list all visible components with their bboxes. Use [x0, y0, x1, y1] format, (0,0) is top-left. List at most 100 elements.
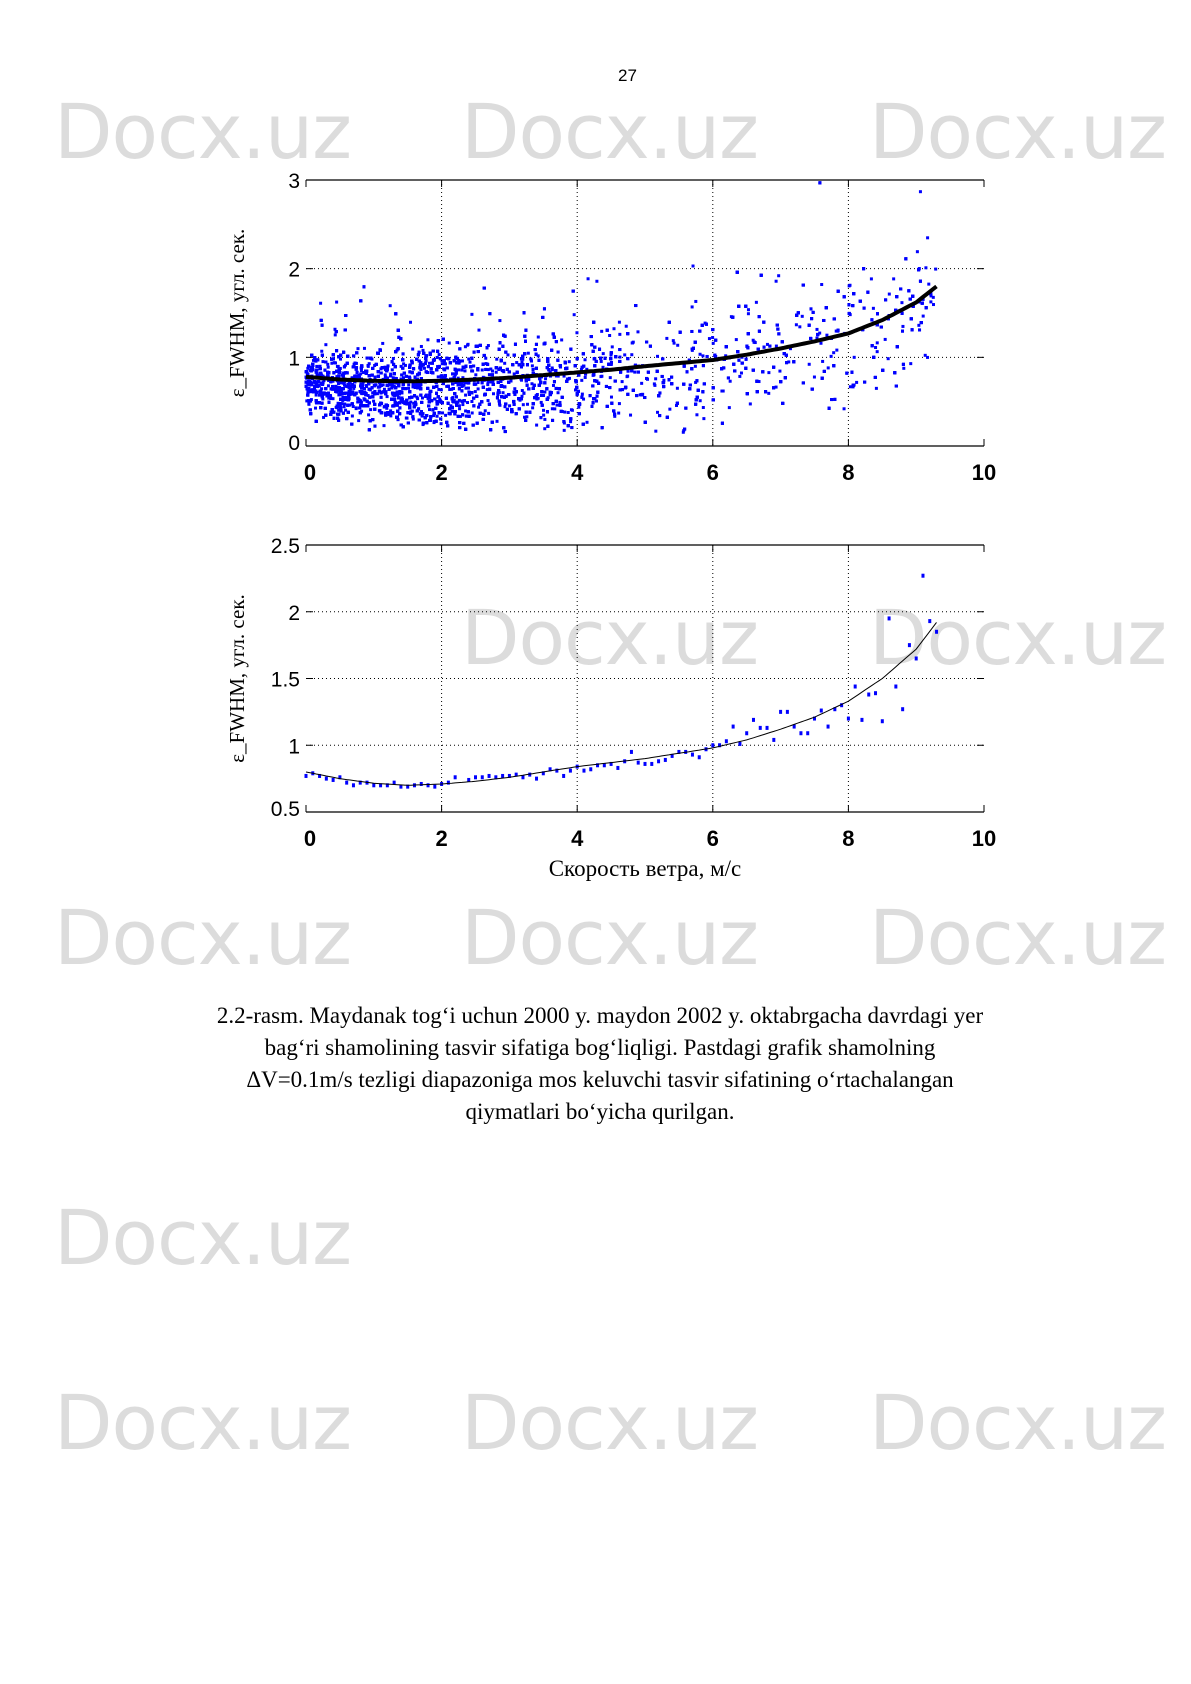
data-point [555, 403, 559, 407]
data-point [485, 388, 489, 392]
data-point [701, 354, 705, 358]
data-point [855, 380, 859, 384]
data-point [440, 362, 444, 366]
data-point [892, 277, 896, 281]
data-point [774, 344, 778, 348]
data-point [909, 362, 913, 366]
data-point [441, 375, 445, 379]
data-point [419, 344, 423, 348]
x-tick-label: 10 [972, 460, 996, 485]
data-point [421, 348, 425, 352]
data-point [458, 407, 462, 411]
data-point [402, 376, 406, 380]
data-point [728, 379, 732, 383]
data-point [675, 386, 679, 390]
data-point [883, 337, 887, 341]
data-point [460, 368, 464, 372]
data-point [487, 411, 491, 415]
data-point [355, 366, 359, 370]
data-point [416, 397, 420, 401]
data-point [530, 382, 534, 386]
data-point [917, 323, 921, 327]
data-point [630, 353, 634, 357]
data-point [411, 385, 415, 389]
data-point [774, 279, 778, 283]
data-point [440, 359, 444, 363]
data-point [556, 391, 560, 395]
watermark: Docx.uz [461, 87, 759, 176]
data-point [466, 401, 470, 405]
data-point [724, 354, 728, 358]
data-point [691, 264, 695, 268]
data-point [352, 386, 356, 390]
data-point [572, 313, 576, 317]
data-point [599, 359, 603, 363]
data-point [583, 358, 587, 362]
y-axis-label: ε_FWHM, угл. сек. [225, 229, 249, 398]
data-point [777, 274, 781, 278]
data-point [600, 374, 604, 378]
data-point [543, 417, 547, 421]
data-point [309, 398, 313, 402]
data-point [436, 375, 440, 379]
data-point [851, 385, 855, 389]
data-point [466, 386, 470, 390]
data-point [623, 353, 627, 357]
data-point [560, 338, 564, 342]
data-point [620, 380, 624, 384]
data-point [874, 386, 878, 390]
data-point [428, 408, 432, 412]
watermark: Docx.uz [869, 87, 1167, 176]
data-point [640, 381, 644, 385]
data-point [348, 387, 352, 391]
data-point [460, 359, 464, 363]
data-point [366, 364, 370, 368]
data-point [389, 409, 393, 413]
data-point [924, 266, 928, 270]
data-point [494, 370, 498, 374]
data-point [618, 332, 622, 336]
data-point [461, 403, 465, 407]
data-point [931, 303, 935, 307]
data-point [428, 396, 432, 400]
watermark: Docx.uz [54, 1378, 352, 1467]
data-point [322, 415, 326, 419]
data-point [345, 385, 349, 389]
data-point [354, 406, 358, 410]
data-point [702, 417, 706, 421]
data-point [820, 283, 824, 287]
data-point [390, 368, 394, 372]
data-point [306, 366, 310, 370]
data-point [344, 408, 348, 412]
data-point [825, 333, 829, 337]
data-point [690, 305, 694, 309]
data-point [382, 387, 386, 391]
data-point [464, 393, 468, 397]
data-point [848, 385, 852, 389]
watermark: Docx.uz [54, 893, 352, 982]
data-point [566, 410, 570, 414]
data-point [331, 397, 335, 401]
data-point [476, 387, 480, 391]
data-point [422, 366, 426, 370]
data-point [923, 353, 927, 357]
data-point [385, 376, 389, 380]
data-point [322, 379, 326, 383]
data-point [400, 396, 404, 400]
data-point [457, 404, 461, 408]
data-point [491, 392, 495, 396]
data-point [832, 351, 836, 355]
data-point [586, 277, 590, 281]
data-point [379, 395, 383, 399]
data-point [694, 299, 698, 303]
data-point [739, 371, 743, 375]
data-point [608, 376, 612, 380]
data-point [798, 325, 802, 329]
data-point [305, 399, 309, 403]
data-point [385, 395, 389, 399]
data-point [437, 353, 441, 357]
data-point [721, 389, 725, 393]
data-point [311, 358, 315, 362]
x-tick-label: 2 [435, 460, 447, 485]
